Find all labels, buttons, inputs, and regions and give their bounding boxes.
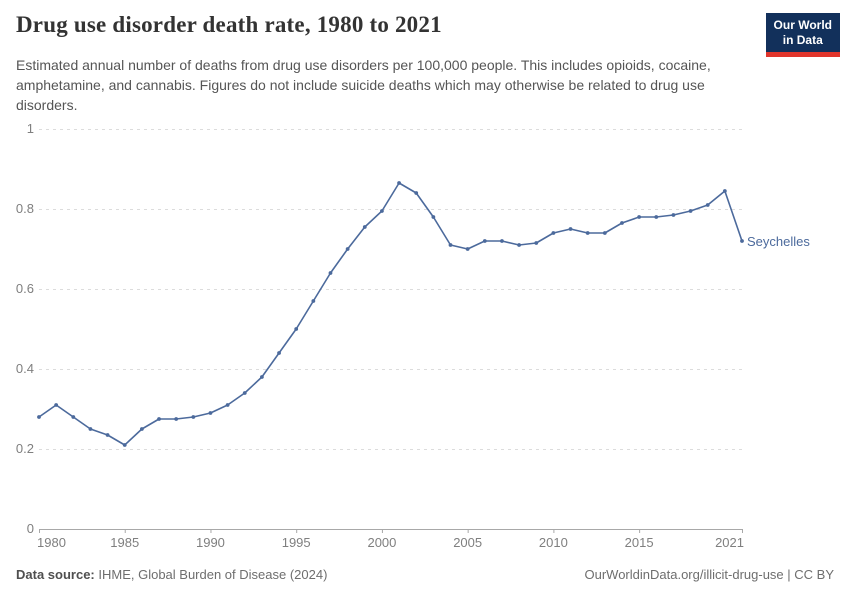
- data-point[interactable]: [517, 243, 521, 247]
- data-point[interactable]: [362, 225, 367, 229]
- data-point[interactable]: [431, 215, 436, 219]
- series-label-seychelles[interactable]: Seychelles: [747, 234, 810, 249]
- data-point[interactable]: [328, 271, 333, 275]
- data-source-label: Data source:: [16, 567, 95, 582]
- data-point[interactable]: [139, 427, 144, 431]
- seychelles-line[interactable]: [38, 182, 743, 446]
- owid-logo-line1: Our World: [773, 18, 832, 32]
- data-point[interactable]: [568, 227, 573, 231]
- data-point[interactable]: [277, 351, 281, 355]
- y-axis-tick-label: 0: [26, 521, 34, 536]
- x-axis-tick-label: 2005: [453, 535, 483, 550]
- data-point[interactable]: [602, 231, 607, 235]
- x-axis-tick-label: 1985: [110, 535, 140, 550]
- data-point[interactable]: [37, 415, 41, 419]
- data-point[interactable]: [551, 231, 556, 235]
- owid-logo[interactable]: Our World in Data: [765, 13, 840, 57]
- data-point[interactable]: [534, 241, 539, 245]
- x-axis-tick-label: 1980: [37, 535, 66, 550]
- attribution-link[interactable]: OurWorldinData.org/illicit-drug-use | CC…: [584, 567, 835, 582]
- data-point[interactable]: [157, 417, 161, 421]
- data-point[interactable]: [637, 215, 642, 219]
- data-point[interactable]: [585, 231, 590, 235]
- data-point[interactable]: [242, 391, 247, 395]
- data-point[interactable]: [88, 427, 93, 431]
- y-axis-tick-label: 0.2: [15, 441, 34, 456]
- data-point[interactable]: [191, 415, 196, 419]
- data-point[interactable]: [294, 327, 299, 331]
- y-axis-tick-label: 0.6: [15, 281, 34, 296]
- data-source-value: IHME, Global Burden of Disease (2024): [94, 567, 328, 582]
- x-axis-tick-label: 2000: [367, 535, 397, 550]
- data-point[interactable]: [208, 411, 213, 415]
- data-point[interactable]: [260, 375, 264, 379]
- y-axis-tick-label: 0.8: [15, 201, 34, 216]
- data-point[interactable]: [311, 299, 316, 303]
- data-point[interactable]: [71, 415, 76, 419]
- data-point[interactable]: [705, 203, 710, 207]
- x-axis-tick-label: 1990: [195, 535, 225, 550]
- x-axis-tick-label: 2021: [715, 535, 744, 550]
- y-axis-tick-label: 0.4: [15, 361, 34, 376]
- x-axis-tick-label: 1995: [281, 535, 311, 550]
- data-source-note: Data source: IHME, Global Burden of Dise…: [16, 567, 327, 582]
- data-point[interactable]: [688, 209, 693, 213]
- data-point[interactable]: [740, 239, 744, 243]
- data-point[interactable]: [482, 239, 487, 243]
- data-point[interactable]: [722, 189, 727, 193]
- data-point[interactable]: [448, 243, 453, 247]
- data-point[interactable]: [380, 209, 384, 213]
- y-axis-tick-label: 1: [26, 121, 34, 136]
- data-point[interactable]: [414, 191, 419, 195]
- data-point[interactable]: [620, 221, 624, 225]
- data-point[interactable]: [174, 417, 179, 421]
- data-point[interactable]: [54, 403, 59, 407]
- data-point[interactable]: [225, 403, 230, 407]
- data-point[interactable]: [671, 213, 676, 217]
- owid-logo-line2: in Data: [782, 33, 823, 47]
- data-point[interactable]: [654, 215, 659, 219]
- data-point[interactable]: [465, 247, 470, 251]
- data-point[interactable]: [105, 433, 110, 437]
- x-axis-tick-label: 2010: [538, 535, 568, 550]
- data-point[interactable]: [500, 239, 504, 243]
- x-axis-tick-label: 2015: [624, 535, 654, 550]
- chart-subtitle: Estimated annual number of deaths from d…: [16, 57, 711, 113]
- chart-title: Drug use disorder death rate, 1980 to 20…: [16, 12, 442, 37]
- data-point[interactable]: [122, 443, 127, 447]
- data-point[interactable]: [345, 247, 350, 251]
- data-point[interactable]: [397, 181, 401, 185]
